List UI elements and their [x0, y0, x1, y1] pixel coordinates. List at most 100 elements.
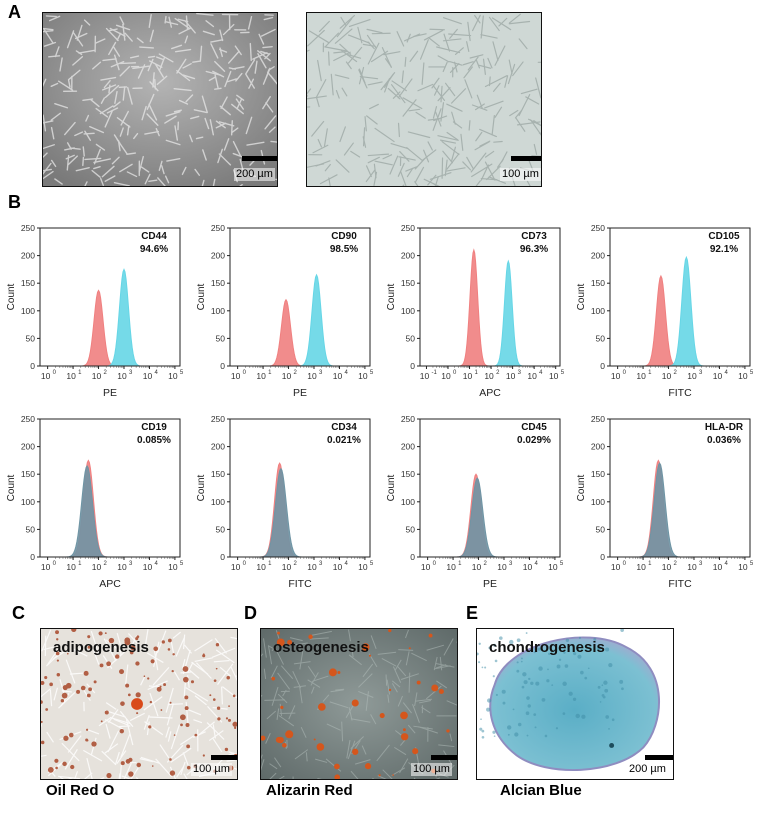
marker-name: CD34	[331, 422, 357, 433]
panel-letter-d: D	[244, 603, 257, 623]
marker-percent: 96.3%	[520, 244, 548, 255]
x-tick-label: 10	[527, 371, 537, 381]
plot-frame	[609, 418, 751, 558]
x-tick-label: 10	[282, 562, 292, 572]
x-tick-label: 10	[421, 562, 431, 572]
x-tick-exponent: 5	[180, 370, 184, 376]
x-tick-label: 10	[92, 562, 102, 572]
y-tick-label: 0	[220, 361, 225, 371]
y-tick-label: 100	[21, 497, 35, 507]
stain-oil-red-o: Oil Red O	[46, 782, 115, 799]
y-tick-label: 150	[211, 469, 225, 479]
y-axis-label: Count	[576, 283, 587, 310]
y-tick-label: 0	[30, 361, 35, 371]
x-tick-exponent: 0	[243, 370, 247, 376]
scale-bar-c	[211, 755, 237, 760]
y-axis-label: Count	[6, 283, 17, 310]
plot-frame	[229, 227, 371, 367]
scale-bar-d	[431, 755, 457, 760]
scale-bar-e	[645, 755, 673, 760]
x-tick-exponent: 1	[648, 561, 652, 567]
cell-texture-a2	[307, 13, 541, 186]
plot-frame	[39, 418, 181, 558]
x-tick-exponent: 1	[475, 370, 479, 376]
x-tick-exponent: 1	[78, 370, 82, 376]
x-tick-exponent: 4	[724, 561, 728, 567]
title-chondrogenesis: chondrogenesis	[489, 639, 605, 656]
x-tick-label: 10	[636, 371, 646, 381]
scale-bar-a2	[511, 156, 541, 161]
x-tick-exponent: 3	[509, 561, 513, 567]
y-tick-label: 50	[596, 524, 606, 534]
x-axis-label: APC	[479, 387, 501, 399]
y-axis-label: Count	[386, 283, 397, 310]
x-tick-label: 10	[256, 371, 266, 381]
y-tick-label: 100	[591, 306, 605, 316]
x-tick-label: 10	[713, 562, 723, 572]
y-tick-label: 100	[21, 306, 35, 316]
y-tick-label: 100	[401, 306, 415, 316]
x-tick-label: 10	[168, 562, 178, 572]
x-tick-label: 10	[636, 562, 646, 572]
x-tick-label: 10	[738, 371, 748, 381]
x-tick-exponent: 1	[268, 370, 272, 376]
scale-label-a1: 200 µm	[234, 168, 275, 181]
x-tick-exponent: 4	[344, 370, 348, 376]
y-tick-label: 0	[30, 552, 35, 562]
marker-curve-cd45	[446, 477, 508, 558]
x-tick-label: 10	[687, 371, 697, 381]
y-tick-label: 150	[21, 278, 35, 288]
x-axis-label: PE	[103, 387, 117, 399]
x-tick-exponent: 2	[674, 561, 678, 567]
x-tick-exponent: 4	[154, 561, 158, 567]
x-tick-exponent: 0	[623, 561, 627, 567]
plot-frame	[39, 227, 181, 367]
panel-letter-e: E	[466, 603, 479, 623]
y-tick-label: 250	[591, 223, 605, 233]
micrograph-a1: 200 µm	[42, 12, 278, 187]
y-tick-label: 200	[21, 442, 35, 452]
x-axis-label: PE	[293, 387, 307, 399]
y-tick-label: 50	[216, 333, 226, 343]
marker-name: CD90	[331, 231, 357, 242]
y-tick-label: 200	[21, 251, 35, 261]
y-tick-label: 200	[211, 442, 225, 452]
x-tick-label: 10	[548, 562, 558, 572]
x-tick-label: 10	[231, 562, 241, 572]
x-tick-exponent: -1	[431, 370, 437, 376]
x-tick-label: 10	[117, 371, 127, 381]
x-tick-exponent: 0	[53, 370, 57, 376]
marker-curve-cd73	[482, 259, 535, 367]
x-tick-exponent: 4	[534, 561, 538, 567]
x-tick-label: 10	[358, 562, 368, 572]
panel-letter-a: A	[8, 2, 21, 22]
plot-frame	[609, 227, 751, 367]
marker-percent: 98.5%	[330, 244, 358, 255]
x-axis-label: PE	[483, 578, 497, 590]
marker-name: CD19	[141, 422, 167, 433]
y-tick-label: 250	[401, 414, 415, 424]
micrograph-d: osteogenesis 100 µm	[260, 628, 458, 780]
y-tick-label: 50	[406, 524, 416, 534]
marker-percent: 0.085%	[137, 435, 171, 446]
marker-curve-hla-dr	[629, 462, 691, 558]
y-axis-label: Count	[6, 474, 17, 501]
x-tick-exponent: 4	[724, 370, 728, 376]
x-tick-exponent: 1	[648, 370, 652, 376]
x-tick-exponent: 5	[370, 561, 374, 567]
x-tick-exponent: 3	[319, 370, 323, 376]
x-tick-exponent: 5	[370, 370, 374, 376]
x-tick-label: 10	[446, 562, 456, 572]
x-tick-exponent: 0	[243, 561, 247, 567]
x-axis-label: FITC	[288, 578, 312, 590]
y-tick-label: 250	[21, 223, 35, 233]
y-tick-label: 100	[211, 306, 225, 316]
x-tick-label: 10	[549, 371, 559, 381]
y-tick-label: 250	[401, 223, 415, 233]
stain-texture-d	[261, 629, 457, 779]
x-tick-exponent: 5	[561, 370, 565, 376]
